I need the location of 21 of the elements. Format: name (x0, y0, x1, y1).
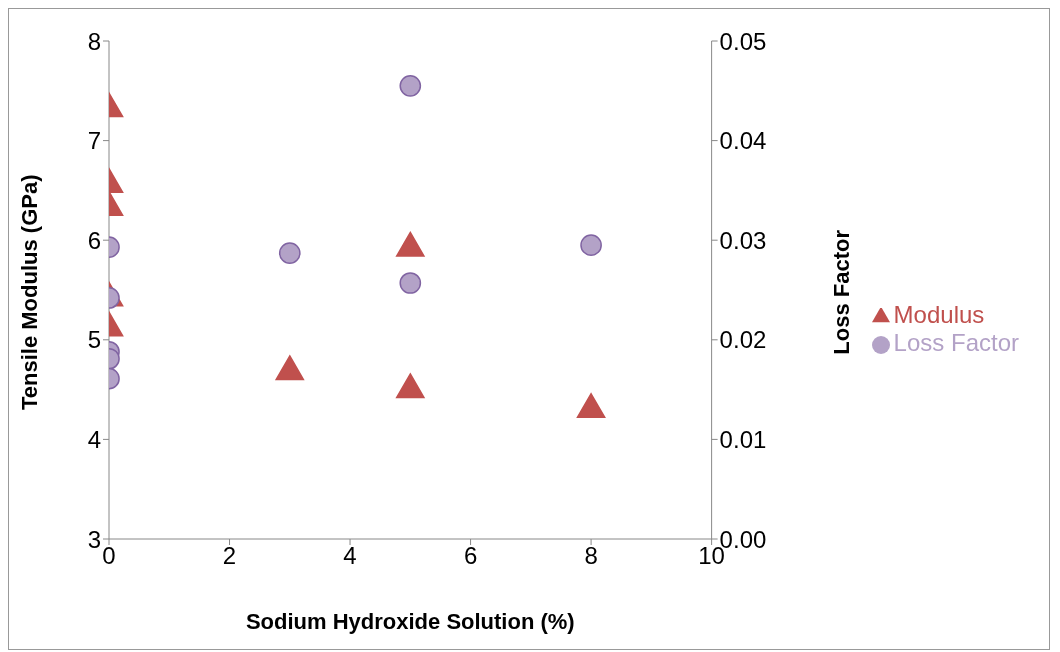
x-axis-title: Sodium Hydroxide Solution (%) (245, 609, 575, 634)
y2-tick-label: 0.05 (719, 27, 767, 55)
y-tick-label: 4 (87, 425, 101, 453)
x-tick-label: 8 (584, 542, 598, 570)
y2-tick-label: 0.04 (719, 127, 767, 155)
y2-tick-label: 0.03 (719, 226, 767, 254)
legend-label: Loss Factor (893, 329, 1019, 356)
y2-axis-title: Loss Factor (829, 229, 855, 355)
y-tick-label: 6 (87, 226, 101, 254)
x-tick-label: 6 (463, 542, 478, 570)
y2-tick-label: 0.02 (719, 326, 767, 354)
y-axis-title: Tensile Modulus (GPa) (16, 174, 42, 410)
y-tick-label: 5 (87, 326, 101, 354)
y2-tick-label: 0.01 (719, 425, 767, 453)
y-tick-label: 7 (87, 127, 101, 155)
x-tick-label: 0 (102, 542, 116, 570)
x-tick-label: 4 (343, 542, 357, 570)
y-tick-label: 8 (87, 27, 101, 55)
y-tick-label: 3 (87, 525, 101, 553)
x-tick-label: 2 (222, 542, 237, 570)
legend-label: Modulus (893, 301, 985, 328)
